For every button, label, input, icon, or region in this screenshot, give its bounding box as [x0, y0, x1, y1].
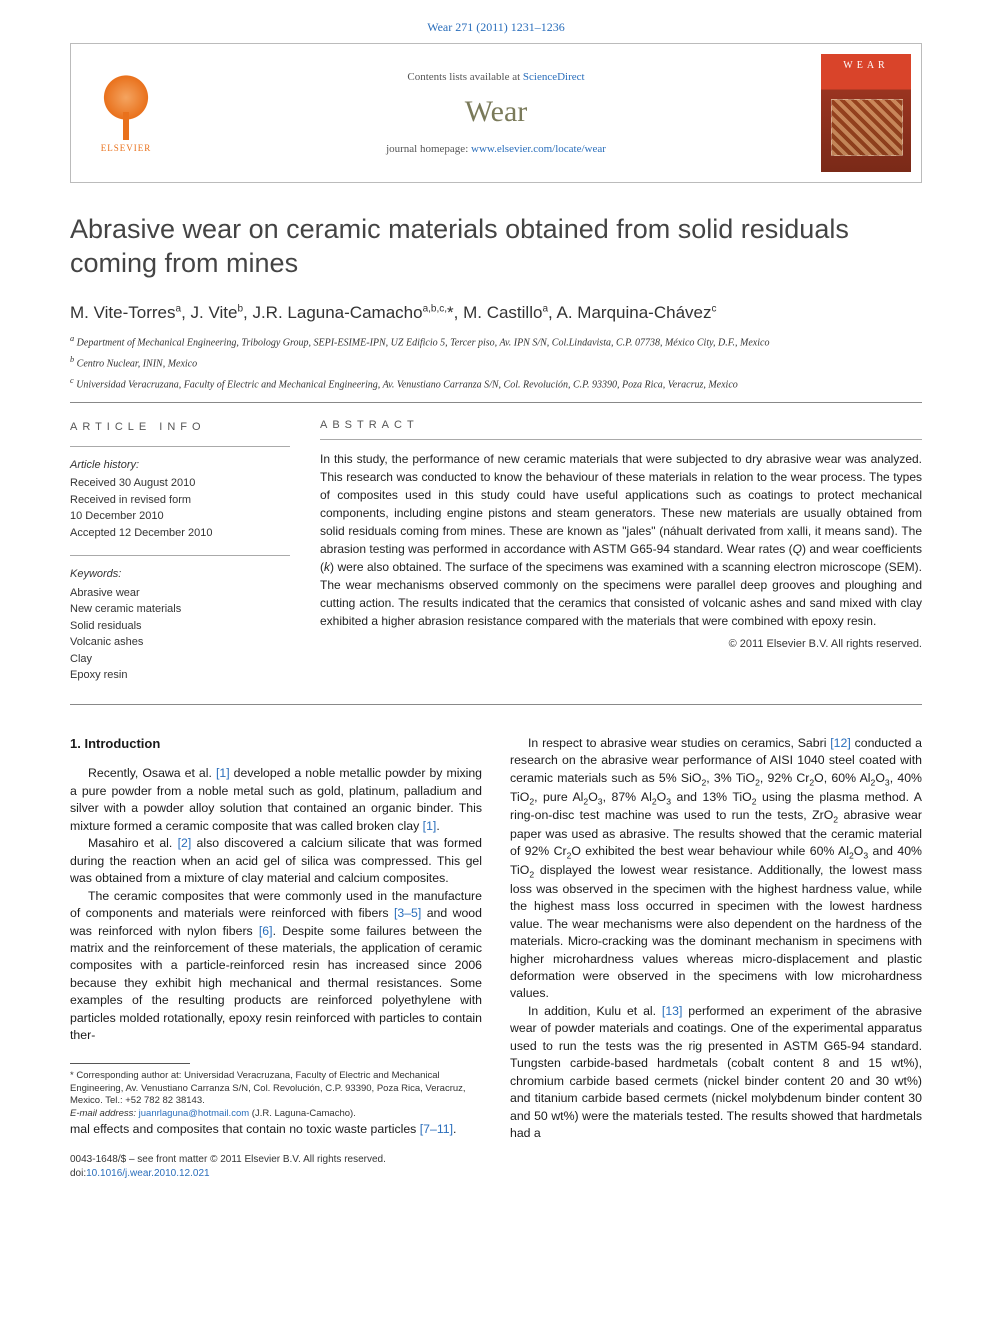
publisher-name: ELSEVIER: [101, 143, 152, 153]
keyword: Clay: [70, 651, 290, 668]
journal-name: Wear: [181, 95, 811, 129]
ref-link[interactable]: [2]: [178, 836, 192, 850]
authors-line: M. Vite-Torresa, J. Viteb, J.R. Laguna-C…: [70, 303, 922, 323]
keyword: Epoxy resin: [70, 667, 290, 684]
abstract-head: abstract: [320, 419, 922, 431]
body-paragraph: In addition, Kulu et al. [13] performed …: [510, 1003, 922, 1143]
page-footer: 0043-1648/$ – see front matter © 2011 El…: [0, 1143, 992, 1211]
corresponding-author: * Corresponding author at: Universidad V…: [70, 1070, 482, 1108]
article-info-head: article info: [70, 419, 290, 436]
abstract-text: In this study, the performance of new ce…: [320, 450, 922, 630]
body-paragraph: In respect to abrasive wear studies on c…: [510, 735, 922, 1003]
affiliation-a: a Department of Mechanical Engineering, …: [70, 333, 922, 350]
ref-link[interactable]: [3–5]: [394, 906, 421, 920]
ref-link[interactable]: [7–11]: [420, 1122, 453, 1136]
section-1-head: 1. Introduction: [70, 735, 482, 753]
footnotes: * Corresponding author at: Universidad V…: [70, 1070, 482, 1121]
footer-front-matter: 0043-1648/$ – see front matter © 2011 El…: [70, 1153, 922, 1167]
running-head: Wear 271 (2011) 1231–1236: [0, 0, 992, 43]
keywords-head: Keywords:: [70, 566, 290, 583]
ref-link[interactable]: [1]: [423, 819, 437, 833]
sciencedirect-link[interactable]: ScienceDirect: [523, 71, 585, 83]
doi-link[interactable]: 10.1016/j.wear.2010.12.021: [86, 1168, 209, 1179]
ref-link[interactable]: [1]: [216, 766, 230, 780]
ref-link[interactable]: [12]: [830, 736, 851, 750]
abstract-copyright: © 2011 Elsevier B.V. All rights reserved…: [320, 638, 922, 650]
journal-cover: WEAR: [811, 44, 921, 182]
footer-doi: doi:10.1016/j.wear.2010.12.021: [70, 1167, 922, 1181]
affiliation-b: b Centro Nuclear, ININ, Mexico: [70, 354, 922, 371]
history-line: Received in revised form: [70, 492, 290, 509]
keyword: Volcanic ashes: [70, 634, 290, 651]
corresponding-email: E-mail address: juanrlaguna@hotmail.com …: [70, 1108, 482, 1121]
body-paragraph: Recently, Osawa et al. [1] developed a n…: [70, 765, 482, 835]
article-info-block: article info Article history: Received 3…: [70, 419, 290, 684]
journal-homepage-link[interactable]: www.elsevier.com/locate/wear: [471, 143, 606, 155]
ref-link[interactable]: [6]: [259, 924, 273, 938]
email-link[interactable]: juanrlaguna@hotmail.com: [139, 1108, 250, 1119]
divider: [70, 402, 922, 403]
body-text: 1. Introduction Recently, Osawa et al. […: [70, 735, 922, 1143]
keyword: Solid residuals: [70, 618, 290, 635]
body-paragraph: Masahiro et al. [2] also discovered a ca…: [70, 835, 482, 887]
cover-thumbnail: WEAR: [821, 54, 911, 172]
body-paragraph: mal effects and composites that contain …: [70, 1121, 482, 1138]
divider: [70, 555, 290, 556]
homepage-line: journal homepage: www.elsevier.com/locat…: [181, 143, 811, 155]
history-line: 10 December 2010: [70, 508, 290, 525]
keyword: Abrasive wear: [70, 585, 290, 602]
divider: [70, 704, 922, 705]
affiliation-c: c Universidad Veracruzana, Faculty of El…: [70, 375, 922, 392]
divider: [320, 439, 922, 440]
footnote-rule: [70, 1063, 190, 1064]
ref-link[interactable]: [13]: [662, 1004, 683, 1018]
body-paragraph: The ceramic composites that were commonl…: [70, 888, 482, 1045]
publisher-logo: ELSEVIER: [71, 44, 181, 182]
citation-link[interactable]: Wear 271 (2011) 1231–1236: [427, 20, 565, 34]
abstract-block: abstract In this study, the performance …: [320, 419, 922, 684]
history-line: Received 30 August 2010: [70, 475, 290, 492]
contents-line: Contents lists available at ScienceDirec…: [181, 71, 811, 83]
masthead: ELSEVIER Contents lists available at Sci…: [70, 43, 922, 183]
keyword: New ceramic materials: [70, 601, 290, 618]
divider: [70, 446, 290, 447]
history-line: Accepted 12 December 2010: [70, 525, 290, 542]
elsevier-tree-icon: [96, 73, 156, 143]
article-title: Abrasive wear on ceramic materials obtai…: [70, 213, 922, 281]
history-head: Article history:: [70, 457, 290, 474]
